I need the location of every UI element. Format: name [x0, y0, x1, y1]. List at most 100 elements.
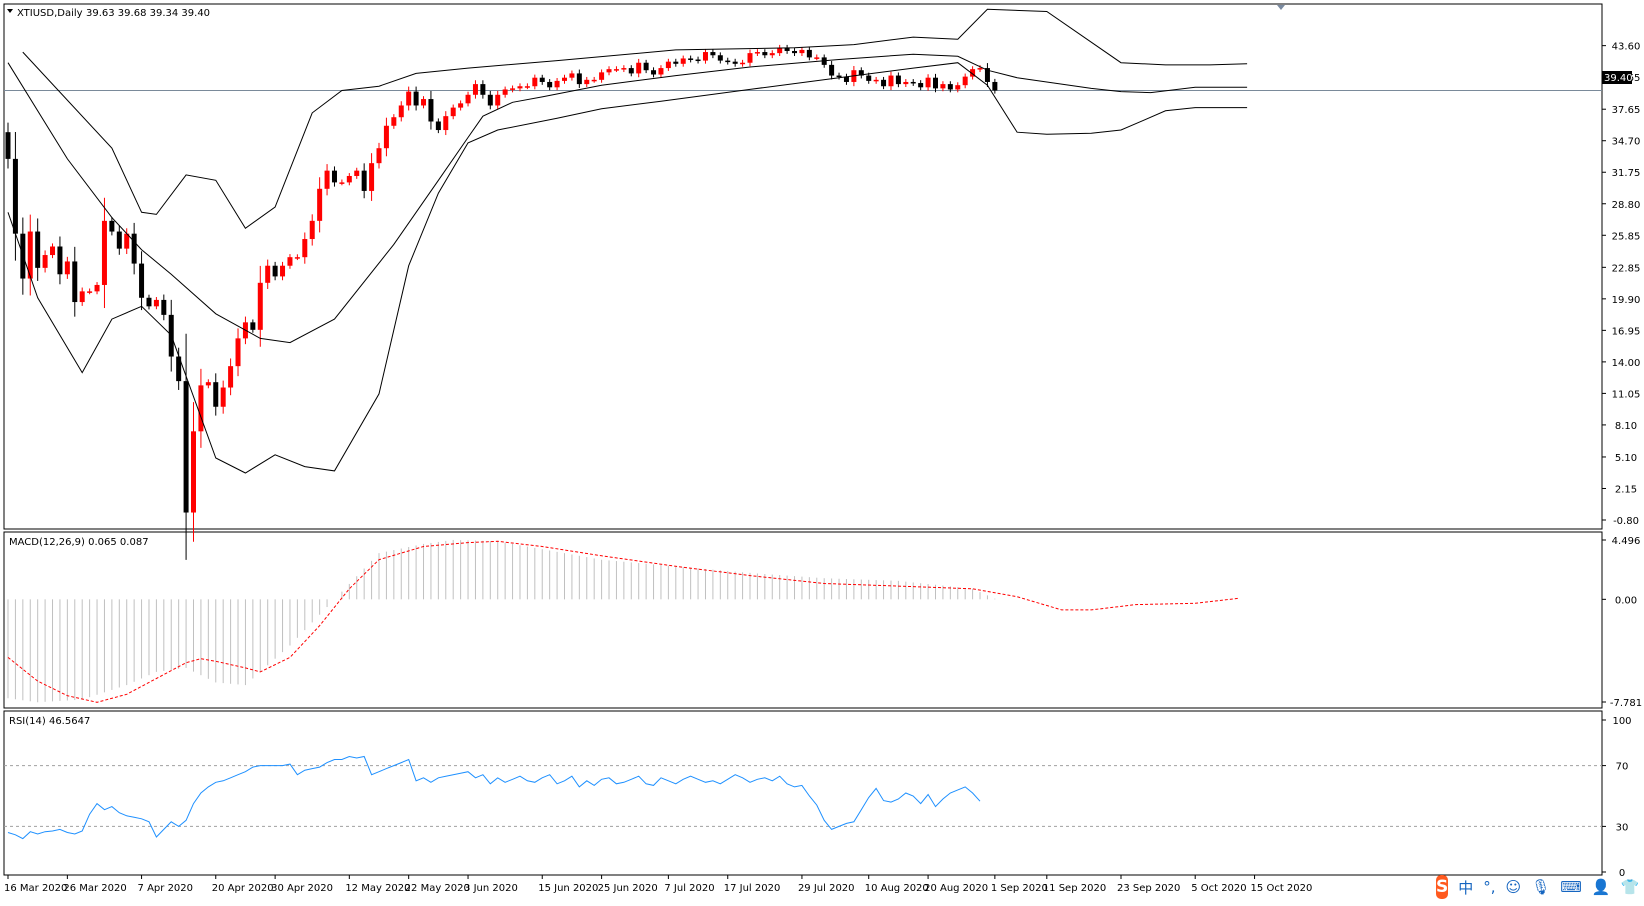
time-tick-label: 3 Jun 2020 [464, 883, 518, 894]
candle-body [413, 91, 419, 106]
user-icon[interactable]: 👤 [1591, 878, 1611, 896]
language-toggle[interactable]: 中 [1458, 878, 1474, 897]
time-tick-label: 20 Apr 2020 [212, 883, 274, 894]
candle-body [866, 75, 872, 81]
candle-body [569, 73, 575, 78]
candle-body [740, 62, 746, 65]
candle-body [829, 64, 835, 76]
price-tick-label: 8.10 [1615, 421, 1637, 432]
price-tick-label: 31.75 [1612, 168, 1641, 179]
candle-body [287, 257, 293, 266]
candle-body [272, 265, 278, 277]
ime-toolbar: S 中 °, ☺ 🎙 ⌨ 👤 👕 ▦ [1430, 873, 1644, 901]
macd-tick-label: -7.781 [1610, 698, 1642, 709]
macd-layer [7, 539, 1240, 703]
candle-body [628, 68, 634, 74]
candle-body [524, 86, 530, 88]
candle-body [139, 263, 145, 298]
keyboard-icon[interactable]: ⌨ [1560, 878, 1582, 896]
price-tick-label: -0.80 [1613, 516, 1639, 527]
shift-marker-icon[interactable] [1277, 5, 1285, 10]
candle-body [517, 86, 523, 89]
candle-body [539, 77, 545, 82]
candle-body [465, 94, 471, 104]
candle-body [176, 356, 182, 382]
macd-panel-frame [3, 531, 1603, 709]
candle-body [146, 297, 152, 307]
candle-body [836, 75, 842, 78]
time-tick-label: 26 Mar 2020 [63, 883, 126, 894]
candle-body [576, 73, 582, 85]
time-tick-label: 22 May 2020 [405, 883, 470, 894]
candle-body [554, 80, 560, 88]
candle-body [947, 84, 953, 90]
candle-body [547, 81, 553, 88]
time-tick-label: 25 Jun 2020 [598, 883, 658, 894]
bollinger-middle-line [7, 53, 1248, 344]
candle-body [50, 246, 56, 256]
emoji-icon[interactable]: ☺ [1505, 878, 1522, 896]
candle-body [777, 47, 783, 54]
price-layer [4, 8, 1602, 560]
price-tick-label: 37.65 [1612, 105, 1641, 116]
price-panel-frame [3, 3, 1603, 530]
shirt-icon[interactable]: 👕 [1620, 878, 1640, 896]
candle-body [280, 265, 286, 277]
candle-body [732, 61, 738, 64]
candle-body [27, 231, 33, 279]
candle-body [220, 387, 226, 407]
candle-body [814, 57, 820, 59]
rsi-tick-label: 0 [1619, 868, 1625, 879]
candle-body [940, 84, 946, 89]
candle-body [643, 62, 649, 71]
candle-body [116, 231, 122, 249]
candle-body [888, 75, 894, 87]
price-tick-label: 16.95 [1612, 326, 1641, 337]
price-tick-label: 34.70 [1612, 137, 1641, 148]
candle-body [87, 291, 93, 293]
candle-body [621, 68, 627, 70]
chart-menu-triangle-icon[interactable] [7, 9, 13, 13]
price-tick-label: 14.00 [1612, 358, 1641, 369]
candle-body [702, 52, 708, 61]
candle-body [688, 58, 694, 60]
price-tick-label: 2.15 [1615, 484, 1637, 495]
bollinger-upper-line [22, 8, 1248, 230]
candle-body [198, 385, 204, 432]
candle-body [665, 61, 671, 69]
candle-body [79, 291, 85, 303]
candle-body [532, 77, 538, 87]
price-tick-label: 5.10 [1615, 453, 1637, 464]
candle-body [613, 69, 619, 71]
candle-body [361, 170, 367, 191]
candle-body [302, 239, 308, 258]
candle-body [213, 382, 219, 407]
candle-body [495, 94, 501, 106]
candle-body [228, 366, 234, 388]
axis-layer: 43.6040.6537.6534.7031.7528.8025.8522.85… [4, 42, 1642, 894]
candle-body [153, 299, 159, 307]
candle-body [747, 53, 753, 63]
time-tick-label: 16 Mar 2020 [4, 883, 67, 894]
candle-body [161, 299, 167, 315]
rsi-line [7, 755, 981, 840]
candle-body [183, 381, 189, 513]
candle-body [346, 175, 352, 183]
candle-body [881, 79, 887, 87]
candle-body [421, 99, 427, 106]
candle-body [977, 68, 983, 70]
price-tick-label: 11.05 [1612, 389, 1641, 400]
candle-body [584, 79, 590, 85]
microphone-icon[interactable]: 🎙 [1531, 878, 1551, 896]
candle-body [257, 282, 263, 330]
candle-body [933, 77, 938, 89]
candle-body [710, 52, 716, 56]
time-tick-label: 11 Sep 2020 [1043, 883, 1106, 894]
sogou-logo-icon[interactable]: S [1436, 875, 1449, 899]
candle-body [680, 58, 686, 64]
price-tick-label: 22.85 [1612, 263, 1641, 274]
punctuation-toggle[interactable]: °, [1483, 878, 1496, 896]
candle-body [792, 50, 798, 54]
candle-body [12, 158, 18, 234]
